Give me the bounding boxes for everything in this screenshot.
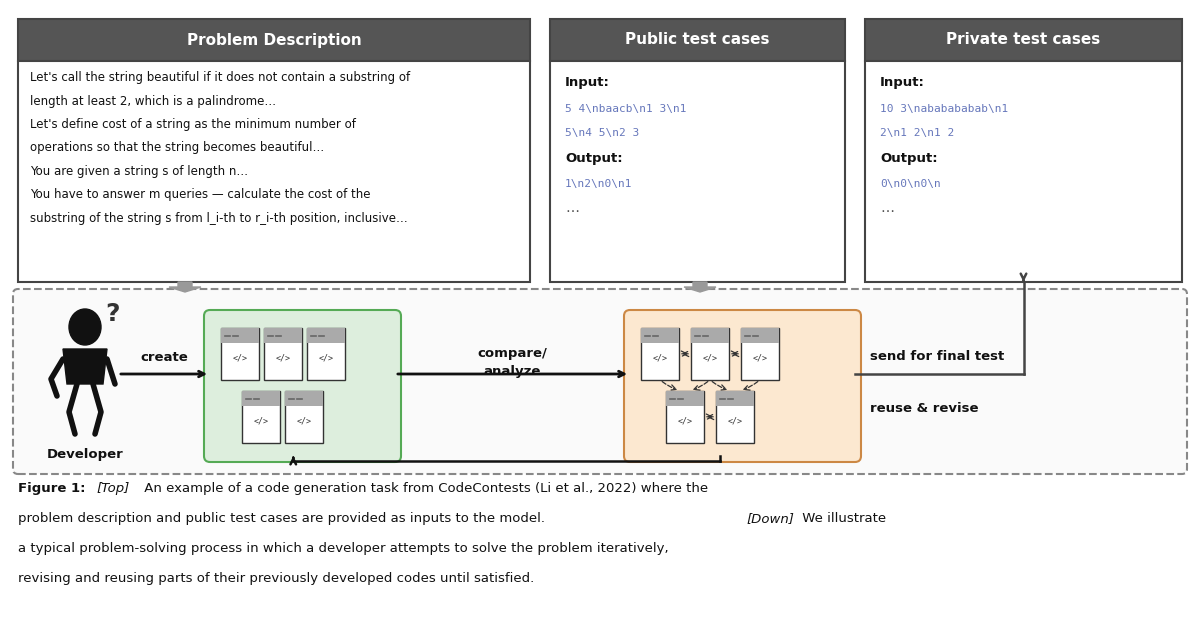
Text: Problem Description: Problem Description <box>187 32 361 48</box>
Text: 0\n0\n0\n: 0\n0\n0\n <box>880 179 941 189</box>
Text: </>: </> <box>276 354 290 363</box>
Text: Input:: Input: <box>880 76 925 89</box>
Text: 10 3\nababababab\n1: 10 3\nababababab\n1 <box>880 104 1008 114</box>
Text: …: … <box>565 201 580 215</box>
Text: Output:: Output: <box>565 152 623 165</box>
Text: length at least 2, which is a palindrome…: length at least 2, which is a palindrome… <box>30 94 276 108</box>
FancyBboxPatch shape <box>641 328 679 380</box>
Text: </>: </> <box>752 354 768 363</box>
Text: [Down]: [Down] <box>746 512 794 525</box>
Text: problem description and public test cases are provided as inputs to the model.: problem description and public test case… <box>18 512 550 525</box>
Text: ?: ? <box>106 302 120 326</box>
Text: 5\n4 5\n2 3: 5\n4 5\n2 3 <box>565 128 640 138</box>
FancyBboxPatch shape <box>221 328 259 344</box>
FancyBboxPatch shape <box>13 289 1187 474</box>
Text: Output:: Output: <box>880 152 937 165</box>
FancyBboxPatch shape <box>221 328 259 380</box>
Text: </>: </> <box>296 417 312 425</box>
FancyArrow shape <box>169 282 202 292</box>
Text: </>: </> <box>653 354 667 363</box>
Text: 1\n2\n0\n1: 1\n2\n0\n1 <box>565 179 632 189</box>
FancyBboxPatch shape <box>18 61 530 282</box>
FancyBboxPatch shape <box>550 19 845 61</box>
Text: create: create <box>140 351 188 364</box>
Text: Figure 1:: Figure 1: <box>18 482 90 495</box>
Ellipse shape <box>70 309 101 345</box>
FancyBboxPatch shape <box>716 391 754 443</box>
FancyBboxPatch shape <box>666 391 704 406</box>
Text: </>: </> <box>702 354 718 363</box>
FancyBboxPatch shape <box>264 328 302 380</box>
FancyBboxPatch shape <box>865 19 1182 61</box>
Text: …: … <box>880 201 894 215</box>
FancyBboxPatch shape <box>716 391 754 406</box>
Text: </>: </> <box>253 417 269 425</box>
FancyBboxPatch shape <box>550 61 845 282</box>
FancyBboxPatch shape <box>286 391 323 406</box>
FancyBboxPatch shape <box>865 61 1182 282</box>
Text: </>: </> <box>727 417 743 425</box>
FancyBboxPatch shape <box>740 328 779 380</box>
Text: You are given a string s of length n…: You are given a string s of length n… <box>30 165 248 178</box>
FancyBboxPatch shape <box>691 328 728 344</box>
FancyBboxPatch shape <box>242 391 280 406</box>
Text: </>: </> <box>678 417 692 425</box>
FancyBboxPatch shape <box>264 328 302 344</box>
Text: 2\n1 2\n1 2: 2\n1 2\n1 2 <box>880 128 954 138</box>
Text: substring of the string s from l_i-th to r_i-th position, inclusive…: substring of the string s from l_i-th to… <box>30 212 408 225</box>
Text: 5 4\nbaacb\n1 3\n1: 5 4\nbaacb\n1 3\n1 <box>565 104 686 114</box>
Text: We illustrate: We illustrate <box>798 512 886 525</box>
Text: revising and reusing parts of their previously developed codes until satisfied.: revising and reusing parts of their prev… <box>18 572 534 585</box>
Text: a typical problem-solving process in which a developer attempts to solve the pro: a typical problem-solving process in whi… <box>18 542 668 555</box>
FancyBboxPatch shape <box>641 328 679 344</box>
Text: Let's call the string beautiful if it does not contain a substring of: Let's call the string beautiful if it do… <box>30 71 410 84</box>
Text: compare/: compare/ <box>478 347 547 360</box>
FancyBboxPatch shape <box>666 391 704 443</box>
Text: Let's define cost of a string as the minimum number of: Let's define cost of a string as the min… <box>30 118 356 131</box>
FancyBboxPatch shape <box>18 19 530 61</box>
FancyBboxPatch shape <box>242 391 280 443</box>
Text: You have to answer m queries — calculate the cost of the: You have to answer m queries — calculate… <box>30 188 371 202</box>
FancyBboxPatch shape <box>740 328 779 344</box>
Text: analyze: analyze <box>484 365 541 378</box>
Text: Private test cases: Private test cases <box>947 32 1100 48</box>
FancyBboxPatch shape <box>307 328 346 344</box>
Text: An example of a code generation task from CodeContests (Li et al., 2022) where t: An example of a code generation task fro… <box>140 482 708 495</box>
Text: operations so that the string becomes beautiful…: operations so that the string becomes be… <box>30 141 324 155</box>
Text: </>: </> <box>233 354 247 363</box>
Text: Public test cases: Public test cases <box>625 32 769 48</box>
FancyBboxPatch shape <box>286 391 323 443</box>
Text: [Top]: [Top] <box>96 482 130 495</box>
Text: Developer: Developer <box>47 448 124 461</box>
Text: Input:: Input: <box>565 76 610 89</box>
Polygon shape <box>64 349 107 384</box>
Text: reuse & revise: reuse & revise <box>870 403 978 415</box>
FancyBboxPatch shape <box>691 328 728 380</box>
FancyBboxPatch shape <box>204 310 401 462</box>
FancyArrow shape <box>684 282 716 292</box>
Text: </>: </> <box>318 354 334 363</box>
FancyBboxPatch shape <box>307 328 346 380</box>
FancyBboxPatch shape <box>624 310 862 462</box>
Text: send for final test: send for final test <box>870 349 1004 363</box>
